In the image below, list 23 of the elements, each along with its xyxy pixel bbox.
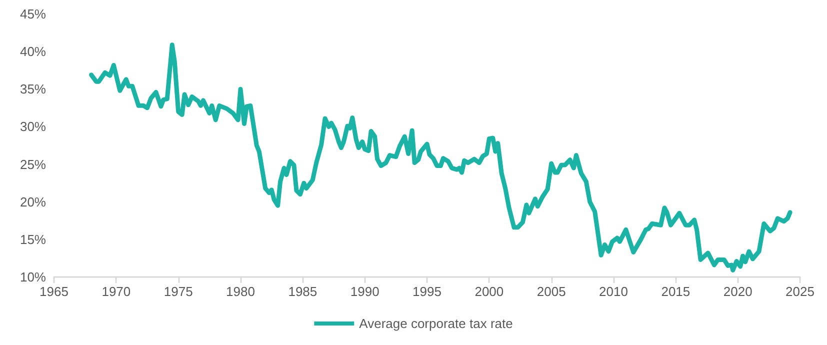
x-tick-label: 1985 [288,284,318,299]
x-tick-label: 2010 [599,284,628,299]
line-series [89,42,792,272]
x-tick-label: 2000 [474,284,504,299]
x-tick-label: 1995 [412,284,442,299]
x-tick-label: 1975 [164,284,193,299]
y-tick-label: 45% [20,6,46,22]
x-tick-label: 2015 [661,284,690,299]
x-tick-label: 1990 [350,284,380,299]
x-tick-label: 2020 [723,284,752,299]
x-tick-label: 1980 [226,284,255,299]
y-tick-label: 20% [20,194,46,210]
x-tick-label: 2005 [536,284,566,299]
legend-label: Average corporate tax rate [359,316,513,331]
y-tick-label: 15% [20,232,46,247]
y-tick-label: 40% [20,44,46,60]
x-tick-label: 1970 [102,284,131,299]
x-tick-label: 2025 [786,284,814,299]
y-tick-label: 25% [20,156,46,172]
y-tick-label: 35% [20,82,46,97]
x-tick-label: 1965 [40,284,68,299]
y-tick-label: 10% [20,270,46,284]
y-tick-label: 30% [20,119,46,134]
